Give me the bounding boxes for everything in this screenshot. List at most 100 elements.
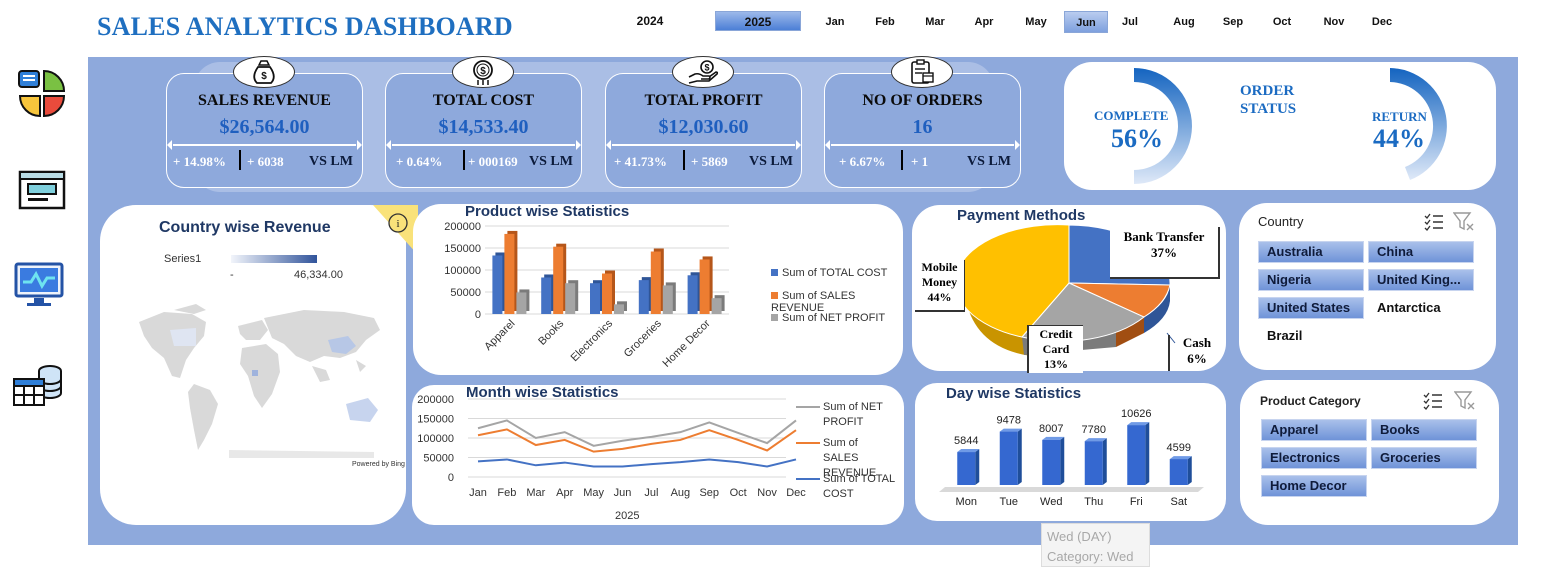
x-tick-label: Electronics <box>569 317 616 364</box>
bar-sum-of-sales-revenue-electronics[interactable] <box>602 273 612 314</box>
y-tick-label: 0 <box>448 472 454 484</box>
bar-sum-of-total-cost-home-decor[interactable] <box>687 275 698 314</box>
country-option-united-kingdom[interactable]: United King... <box>1368 269 1474 291</box>
category-slicer[interactable]: Product Category Apparel Books Electroni… <box>1240 380 1499 525</box>
monitor-chart-icon[interactable] <box>14 262 66 313</box>
month-button-sep[interactable]: Sep <box>1222 16 1244 28</box>
map-region-china[interactable] <box>328 336 356 354</box>
country-option-australia[interactable]: Australia <box>1258 241 1364 263</box>
x-tick-label: Jan <box>469 487 487 499</box>
x-tick-label: Home Decor <box>661 317 713 369</box>
kpi-orders[interactable]: NO OF ORDERS 16 + 6.67% + 1 VS LM <box>824 56 1021 188</box>
month-button-nov[interactable]: Nov <box>1323 16 1345 28</box>
month-button-oct[interactable]: Oct <box>1272 16 1292 28</box>
category-option-books[interactable]: Books <box>1371 419 1477 441</box>
month-button-aug[interactable]: Aug <box>1173 16 1195 28</box>
bar-sum-of-sales-revenue-apparel[interactable] <box>504 233 515 314</box>
bar-sum-of-total-cost-books[interactable] <box>541 277 552 314</box>
kpi-title: TOTAL COST <box>432 92 535 109</box>
country-option-nigeria[interactable]: Nigeria <box>1258 269 1364 291</box>
map-region-united-states[interactable] <box>170 328 196 346</box>
x-tick-label: Apparel <box>482 318 517 353</box>
year-button-2025[interactable]: 2025 <box>715 11 801 31</box>
country-option-antarctica[interactable]: Antarctica <box>1377 300 1441 315</box>
kpi-pct-change: + 41.73% <box>614 154 667 169</box>
kpi-total-cost[interactable]: $ TOTAL COST $14,533.40 + 0.64% + 000169… <box>385 56 582 188</box>
info-badge[interactable]: i <box>373 205 418 260</box>
product-stats-card[interactable]: Product wise Statistics 0 50000 100000 1500… <box>413 203 903 375</box>
country-option-united-states[interactable]: United States <box>1258 297 1364 319</box>
bar-day-thu[interactable] <box>1084 441 1103 485</box>
bar-day-mon[interactable] <box>957 452 976 485</box>
day-bar-chart[interactable]: 5844 Mon 9478 Tue 8007 Wed 7780 Thu 10626 Fri 4599… <box>915 383 1226 521</box>
year-button-2024[interactable]: 2024 <box>636 14 664 28</box>
map-region-australia[interactable] <box>346 398 378 422</box>
month-button-jun[interactable]: Jun <box>1064 11 1108 33</box>
month-button-jul[interactable]: Jul <box>1122 16 1138 28</box>
month-stats-card[interactable]: Month wise Statistics 0 50000 100000 150000… <box>412 384 904 525</box>
category-option-electronics[interactable]: Electronics <box>1261 447 1367 469</box>
month-button-dec[interactable]: Dec <box>1371 16 1393 28</box>
country-slicer[interactable]: Country Australia China Nigeria United K… <box>1239 203 1496 370</box>
bar-day-fri[interactable] <box>1127 425 1146 485</box>
kpi-value: $14,533.40 <box>438 116 529 138</box>
legend-total-cost: Sum of TOTAL COST <box>771 267 887 279</box>
multi-select-icon[interactable] <box>1423 392 1443 410</box>
kpi-value: $26,564.00 <box>219 116 310 138</box>
multi-select-icon[interactable] <box>1424 213 1444 231</box>
payment-methods-card[interactable]: Payment Methods Bank Transfer 37% Cash 6% … <box>912 205 1226 373</box>
country-option-brazil[interactable]: Brazil <box>1267 328 1303 343</box>
x-tick-label: Tue <box>999 496 1018 508</box>
category-option-groceries[interactable]: Groceries <box>1371 447 1477 469</box>
report-window-icon[interactable] <box>18 170 68 217</box>
kpi-total-profit[interactable]: $ TOTAL PROFIT $12,030.60 + 41.73% + 586… <box>605 56 802 188</box>
line-sum-of-total-cost[interactable] <box>477 458 797 468</box>
info-icon: i <box>396 218 399 230</box>
bar-side <box>1187 456 1192 485</box>
kpi-sales-revenue[interactable]: $ SALES REVENUE $26,564.00 + 14.98% + 60… <box>166 56 363 188</box>
country-revenue-card[interactable]: Country wise Revenue Series1 - 46,334.00… <box>100 205 406 525</box>
bar-sum-of-net-profit-books[interactable] <box>565 283 576 314</box>
bar-day-tue[interactable] <box>999 431 1018 485</box>
kpi-title: TOTAL PROFIT <box>644 92 763 109</box>
month-line-chart[interactable]: 0 50000 100000 150000 200000 Jan Feb Mar Apr May J… <box>412 385 904 525</box>
x-tick-label: Books <box>536 317 566 347</box>
clear-filter-icon[interactable] <box>1454 391 1476 411</box>
month-button-apr[interactable]: Apr <box>974 16 994 28</box>
database-table-icon[interactable] <box>12 363 64 414</box>
day-stats-card[interactable]: Day wise Statistics 5844 Mon 9478 Tue 8007 We… <box>915 383 1226 521</box>
chart-floor <box>939 487 1204 492</box>
line-sum-of-sales-revenue[interactable] <box>477 428 797 453</box>
month-button-may[interactable]: May <box>1025 16 1047 28</box>
kpi-vs-label: VS LM <box>749 154 793 169</box>
bar-sum-of-total-cost-electronics[interactable] <box>590 283 600 314</box>
double-arrow-icon <box>825 140 1020 150</box>
bar-sum-of-total-cost-groceries[interactable] <box>638 280 649 314</box>
world-map[interactable] <box>134 300 394 460</box>
month-button-feb[interactable]: Feb <box>875 16 895 28</box>
map-region-nigeria[interactable] <box>252 370 258 376</box>
dashboard-tiles-icon[interactable] <box>16 68 68 125</box>
bar-sum-of-sales-revenue-books[interactable] <box>553 246 564 314</box>
bar-sum-of-total-cost-apparel[interactable] <box>492 255 503 314</box>
x-tick-label: Dec <box>786 487 806 499</box>
kpi-title: SALES REVENUE <box>198 92 331 109</box>
bar-sum-of-net-profit-home-decor[interactable] <box>711 298 722 314</box>
bar-sum-of-net-profit-apparel[interactable] <box>516 292 527 314</box>
line-sum-of-net-profit[interactable] <box>477 419 797 447</box>
month-button-jan[interactable]: Jan <box>825 16 845 28</box>
product-bar-chart[interactable]: 0 50000 100000 150000 200000 Apparel Books Elec… <box>413 204 903 375</box>
clear-filter-icon[interactable] <box>1453 212 1475 232</box>
bar-sum-of-net-profit-groceries[interactable] <box>662 285 673 314</box>
bar-sum-of-sales-revenue-home-decor[interactable] <box>699 259 710 314</box>
bar-day-sat[interactable] <box>1169 459 1188 485</box>
bar-sum-of-net-profit-electronics[interactable] <box>614 304 624 314</box>
bar-sum-of-sales-revenue-groceries[interactable] <box>650 251 661 314</box>
month-button-mar[interactable]: Mar <box>925 16 945 28</box>
country-option-china[interactable]: China <box>1368 241 1474 263</box>
category-option-apparel[interactable]: Apparel <box>1261 419 1367 441</box>
legend-total-cost: Sum of TOTAL COST <box>796 472 896 502</box>
category-option-home-decor[interactable]: Home Decor <box>1261 475 1367 497</box>
return-value: 44% <box>1373 124 1425 153</box>
bar-day-wed[interactable] <box>1042 439 1061 485</box>
